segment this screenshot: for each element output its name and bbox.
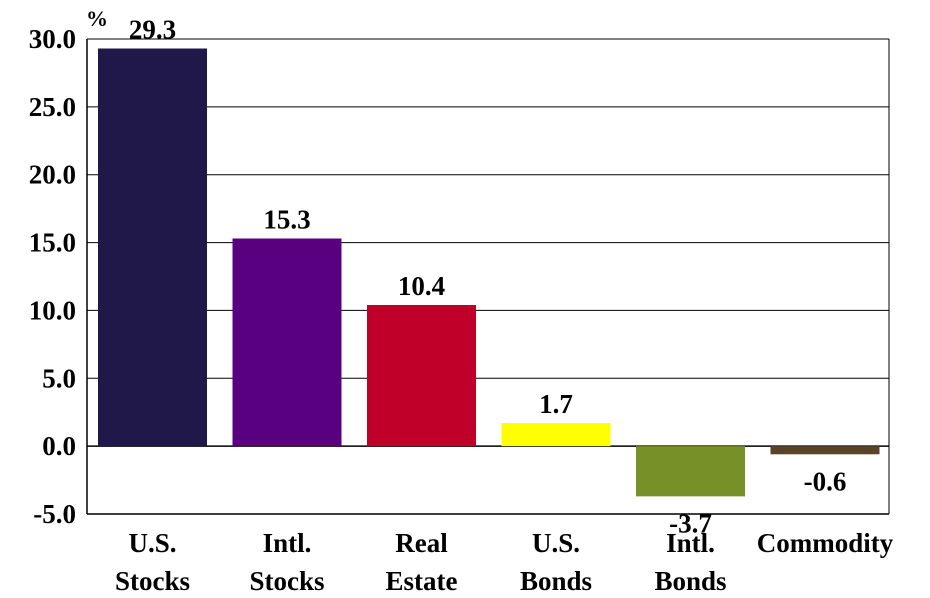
bar bbox=[98, 48, 207, 447]
data-label: 1.7 bbox=[539, 389, 573, 419]
x-tick-label: Commodity bbox=[757, 528, 894, 558]
x-tick-label: Bonds bbox=[520, 566, 592, 596]
data-label: -3.7 bbox=[669, 508, 712, 538]
x-tick-label: Intl. bbox=[263, 528, 312, 558]
x-tick-label: Bonds bbox=[654, 566, 726, 596]
labels: 30.0 25.0 20.0 15.0 10.0 5.0 0.0 -5.0 29.3 U.S. St… bbox=[29, 15, 894, 597]
data-label: 15.3 bbox=[263, 205, 310, 235]
x-tick-label: U.S. bbox=[128, 528, 176, 558]
y-tick-label: 0.0 bbox=[42, 431, 76, 461]
x-tick-label: Stocks bbox=[115, 566, 190, 596]
bar bbox=[636, 446, 745, 497]
y-tick-label: 20.0 bbox=[29, 160, 76, 190]
x-tick-label: Real bbox=[395, 528, 448, 558]
data-label: 10.4 bbox=[398, 271, 445, 301]
x-tick-label: U.S. bbox=[532, 528, 580, 558]
data-label: 29.3 bbox=[129, 15, 176, 45]
y-tick-label: -5.0 bbox=[33, 499, 76, 529]
bar bbox=[770, 446, 880, 455]
gridlines bbox=[87, 38, 889, 447]
bar bbox=[367, 305, 476, 447]
y-tick-label: 15.0 bbox=[29, 228, 76, 258]
bars bbox=[98, 48, 880, 497]
y-tick-label: 5.0 bbox=[42, 363, 76, 393]
x-tick-label: Stocks bbox=[249, 566, 324, 596]
bar bbox=[501, 423, 611, 447]
x-tick-label: Estate bbox=[386, 566, 458, 596]
y-tick-label: 25.0 bbox=[29, 92, 76, 122]
y-unit-label: % bbox=[86, 6, 108, 31]
y-tick-label: 30.0 bbox=[29, 24, 76, 54]
bar bbox=[232, 238, 342, 447]
y-tick-label: 10.0 bbox=[29, 295, 76, 325]
data-label: -0.6 bbox=[804, 466, 847, 496]
axes bbox=[86, 39, 890, 515]
x-tick-label: Intl. bbox=[666, 528, 715, 558]
